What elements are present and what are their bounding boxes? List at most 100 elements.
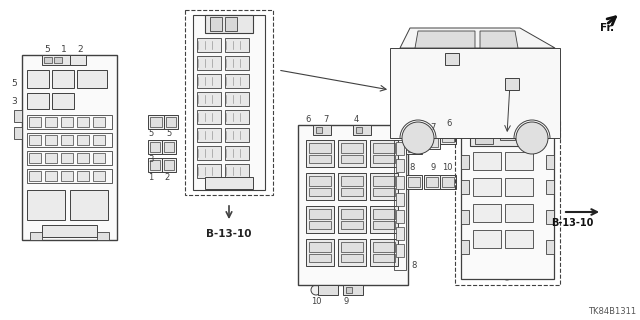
Bar <box>61 117 73 127</box>
Bar <box>309 188 331 196</box>
Bar <box>45 135 57 145</box>
Bar <box>373 176 395 186</box>
Bar <box>396 244 404 257</box>
Bar <box>461 210 469 224</box>
Bar <box>52 93 74 109</box>
Polygon shape <box>415 31 475 48</box>
Bar <box>185 10 273 195</box>
Bar <box>225 128 249 142</box>
Bar <box>338 239 366 266</box>
Polygon shape <box>400 28 555 48</box>
Bar <box>45 153 57 163</box>
Circle shape <box>311 285 321 295</box>
Bar <box>306 140 334 167</box>
Bar <box>426 137 438 147</box>
Text: 8: 8 <box>410 164 415 172</box>
Bar <box>338 140 366 167</box>
Bar <box>77 70 107 88</box>
Bar <box>148 115 164 129</box>
Bar <box>353 125 371 135</box>
Bar <box>455 120 560 285</box>
Bar <box>341 188 363 196</box>
Bar <box>225 74 249 88</box>
Text: 10: 10 <box>442 164 452 172</box>
Bar <box>309 242 331 252</box>
Bar <box>370 239 398 266</box>
Bar <box>373 221 395 229</box>
Bar <box>42 225 97 237</box>
Bar <box>210 17 222 31</box>
Bar <box>14 127 22 139</box>
Bar <box>309 221 331 229</box>
Bar <box>424 175 440 189</box>
Bar <box>341 242 363 252</box>
Bar <box>338 173 366 200</box>
Bar <box>473 178 501 196</box>
Bar <box>14 110 22 122</box>
Bar <box>164 115 178 129</box>
Bar <box>61 153 73 163</box>
Bar <box>148 158 162 172</box>
Text: 5: 5 <box>166 130 172 139</box>
Bar <box>356 127 362 133</box>
Bar <box>505 178 533 196</box>
Bar <box>54 57 62 63</box>
Bar <box>225 38 249 52</box>
Bar <box>546 210 554 224</box>
Bar <box>373 209 395 219</box>
Bar <box>341 254 363 262</box>
Bar <box>162 158 176 172</box>
Polygon shape <box>480 31 518 48</box>
Text: Fr.: Fr. <box>600 23 614 33</box>
Bar <box>29 153 41 163</box>
Text: 7: 7 <box>323 116 329 124</box>
Bar <box>505 204 533 222</box>
Text: 8: 8 <box>412 260 417 269</box>
Bar <box>341 155 363 163</box>
Bar <box>44 57 52 63</box>
Bar <box>309 254 331 262</box>
Text: B-13-10: B-13-10 <box>206 229 252 239</box>
Bar <box>406 175 422 189</box>
Bar <box>225 164 249 178</box>
Bar <box>306 206 334 233</box>
Text: 7: 7 <box>430 124 436 132</box>
Bar <box>70 190 108 220</box>
Bar <box>316 127 322 133</box>
Bar <box>394 140 406 270</box>
Text: B-13-10: B-13-10 <box>551 218 593 228</box>
Bar <box>505 78 519 90</box>
Bar <box>373 155 395 163</box>
Bar <box>29 117 41 127</box>
Bar <box>309 155 331 163</box>
Bar <box>373 242 395 252</box>
Circle shape <box>516 122 548 154</box>
Bar <box>27 190 65 220</box>
Bar <box>77 171 89 181</box>
Bar <box>313 125 331 135</box>
Bar <box>298 125 408 285</box>
Bar <box>225 56 249 70</box>
Bar <box>546 180 554 194</box>
Bar <box>461 155 469 169</box>
Bar <box>166 117 176 127</box>
Bar <box>306 239 334 266</box>
Circle shape <box>301 130 311 140</box>
Bar <box>27 133 112 147</box>
Bar <box>197 164 221 178</box>
Bar <box>27 115 112 129</box>
Bar <box>346 287 352 293</box>
Bar <box>27 151 112 165</box>
Bar <box>408 177 420 187</box>
Bar <box>45 171 57 181</box>
Bar <box>442 177 454 187</box>
Bar <box>205 177 253 189</box>
Bar <box>445 53 459 65</box>
Bar <box>440 175 456 189</box>
Bar <box>197 92 221 106</box>
Bar <box>461 180 469 194</box>
Text: 2: 2 <box>164 172 169 181</box>
Bar <box>93 117 105 127</box>
Bar <box>193 15 265 190</box>
Bar <box>309 209 331 219</box>
